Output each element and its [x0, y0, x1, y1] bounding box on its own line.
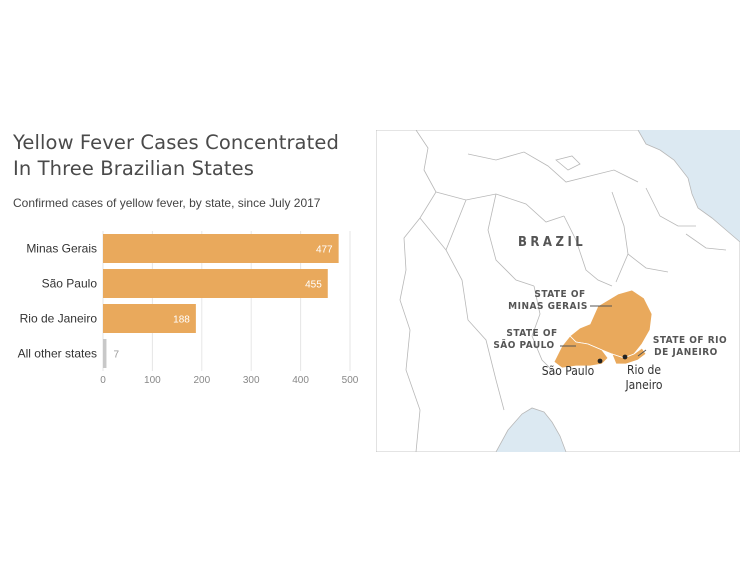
map-island — [555, 155, 581, 171]
bar-chart: Minas Gerais 477 São Paulo 455 Rio de Janeir… — [18, 231, 359, 386]
x-tick-label-3: 300 — [243, 375, 260, 386]
state-sao-paulo — [553, 335, 609, 369]
x-tick-label-1: 100 — [144, 375, 161, 386]
city-dot-rio-de-janeiro — [622, 354, 628, 360]
brazil-map: BRAZIL STATE OF MINAS GERAIS STATE OF SÃ… — [376, 130, 740, 452]
bar-2 — [103, 304, 196, 333]
city-label-rio-line-1: Rio de — [627, 363, 661, 377]
x-tick-label-0: 0 — [100, 375, 106, 386]
country-label: BRAZIL — [518, 235, 586, 250]
bar-0 — [103, 234, 339, 263]
data-label-1: 455 — [305, 280, 322, 291]
chart-title-line-1: Yellow Fever Cases Concentrated — [13, 131, 339, 154]
category-label-3: All other states — [18, 347, 97, 361]
label-rio-de-janeiro-line-2: DE JANEIRO — [654, 347, 718, 358]
category-label-2: Rio de Janeiro — [20, 312, 98, 326]
label-minas-gerais-line-1: STATE OF — [534, 289, 585, 300]
city-label-rio-line-2: Janeiro — [624, 378, 662, 392]
category-label-1: São Paulo — [42, 277, 98, 291]
x-tick-label-5: 500 — [342, 375, 359, 386]
label-minas-gerais-line-2: MINAS GERAIS — [508, 301, 588, 312]
city-label-sao-paulo: São Paulo — [542, 364, 595, 378]
chart-subtitle: Confirmed cases of yellow fever, by stat… — [13, 196, 321, 210]
label-sao-paulo-line-2: SÃO PAULO — [493, 338, 554, 351]
data-label-0: 477 — [316, 245, 333, 256]
data-label-2: 188 — [173, 315, 190, 326]
category-label-0: Minas Gerais — [26, 242, 97, 256]
map-leader-lines — [560, 305, 647, 357]
chart-title: Yellow Fever Cases Concentrated In Three… — [13, 130, 373, 182]
map-land — [376, 130, 740, 452]
map-borders — [399, 130, 727, 452]
x-tick-label-4: 400 — [292, 375, 309, 386]
bar-1 — [103, 269, 328, 298]
x-tick-label-2: 200 — [193, 375, 210, 386]
bar-3 — [103, 339, 107, 368]
label-rio-de-janeiro-line-1: STATE OF RIO — [653, 335, 727, 346]
label-sao-paulo-line-1: STATE OF — [506, 328, 557, 339]
chart-title-line-2: In Three Brazilian States — [13, 157, 254, 180]
data-label-3: 7 — [113, 350, 119, 361]
city-dot-sao-paulo — [597, 358, 603, 364]
